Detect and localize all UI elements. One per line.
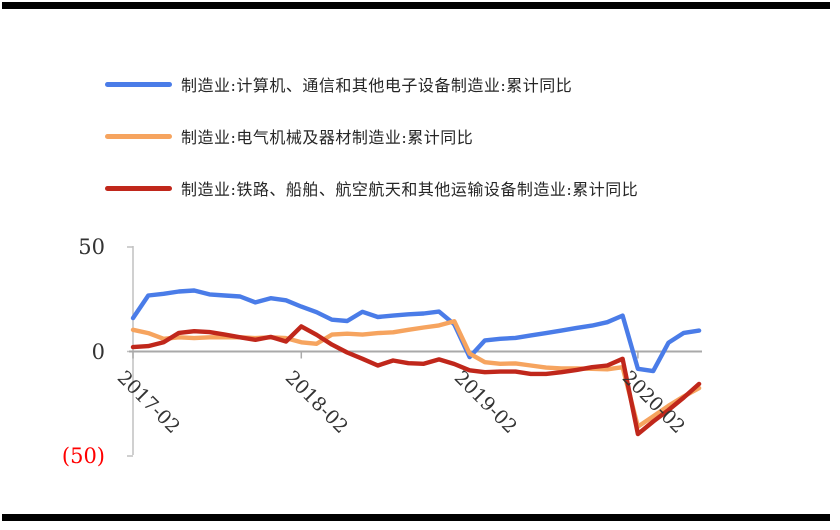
y-axis-tick-label: (50) <box>61 444 105 468</box>
legend-label: 制造业:铁路、船舶、航空航天和其他运输设备制造业:累计同比 <box>181 180 639 199</box>
series-line-2 <box>130 324 702 437</box>
y-axis-tick-label: 50 <box>78 235 105 259</box>
legend-swatch-icon <box>105 133 172 139</box>
bottom-border-rule <box>2 514 830 521</box>
top-border-rule <box>2 2 830 9</box>
legend-item-1: 制造业:电气机械及器材制造业:累计同比 <box>105 124 473 148</box>
legend-label: 制造业:计算机、通信和其他电子设备制造业:累计同比 <box>181 76 573 95</box>
series-line-0 <box>130 288 702 374</box>
legend-item-0: 制造业:计算机、通信和其他电子设备制造业:累计同比 <box>105 72 572 96</box>
y-axis-tick-label: 0 <box>91 339 105 364</box>
legend-swatch-icon <box>105 81 172 87</box>
legend-item-2: 制造业:铁路、船舶、航空航天和其他运输设备制造业:累计同比 <box>105 176 638 200</box>
series-line-1 <box>130 319 702 429</box>
legend-label: 制造业:电气机械及器材制造业:累计同比 <box>181 128 474 147</box>
legend-swatch-icon <box>105 185 172 191</box>
